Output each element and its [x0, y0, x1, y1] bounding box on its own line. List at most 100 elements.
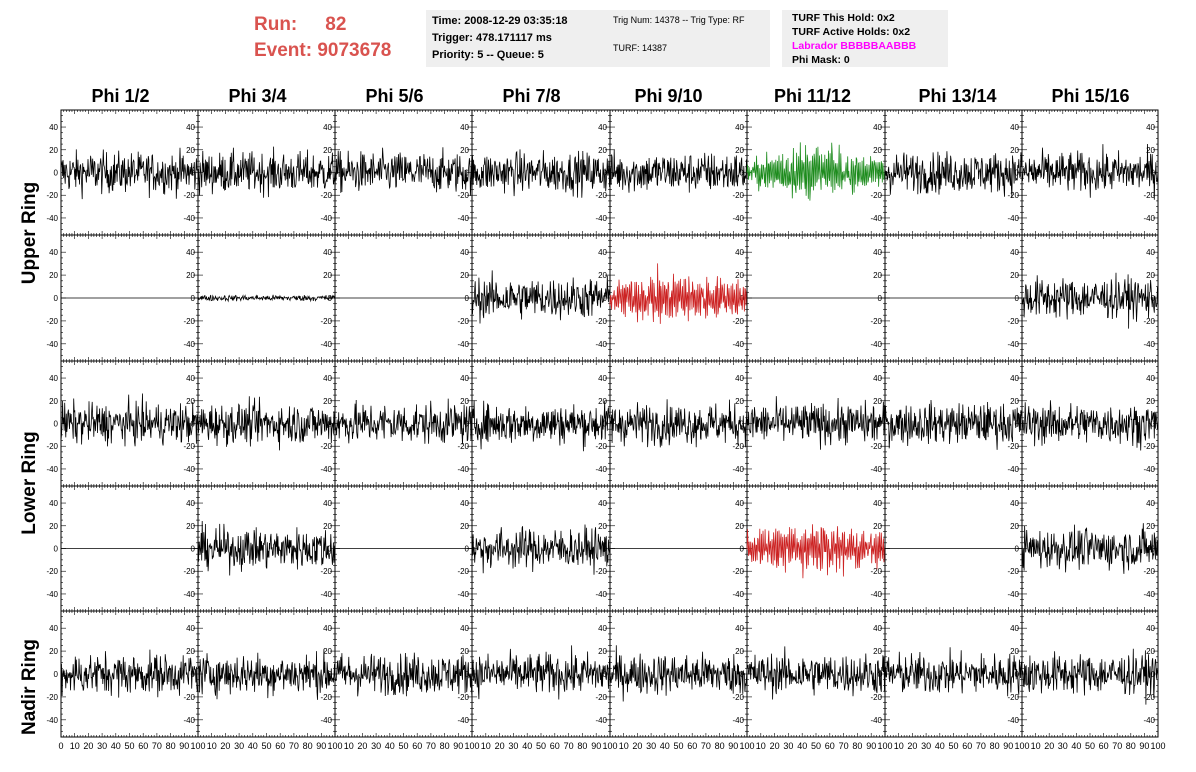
- y-tick-label: 40: [323, 499, 332, 508]
- waveform-trace: [1021, 272, 1159, 329]
- y-tick-label: 20: [186, 522, 195, 531]
- y-tick-label: -20: [320, 567, 332, 576]
- y-tick-label: -40: [320, 465, 332, 474]
- y-tick-label: 40: [873, 123, 882, 132]
- y-tick-label: 40: [1146, 499, 1155, 508]
- y-tick-label: 20: [598, 271, 607, 280]
- trig-num-text: Trig Num: 14378 -- Trig Type: RF: [613, 15, 745, 25]
- waveform-trace: [1021, 143, 1159, 200]
- turf-text: TURF: 14387: [613, 43, 668, 53]
- y-tick-label: 20: [735, 146, 744, 155]
- y-tick-label: -40: [732, 214, 744, 223]
- y-tick-label: -20: [457, 317, 469, 326]
- y-tick-label: -40: [595, 340, 607, 349]
- y-tick-label: -40: [870, 214, 882, 223]
- y-tick-label: 20: [186, 271, 195, 280]
- y-tick-label: 40: [598, 374, 607, 383]
- y-tick-label: 20: [1146, 397, 1155, 406]
- y-tick-label: 40: [1146, 123, 1155, 132]
- y-tick-label: -40: [1007, 214, 1019, 223]
- waveform-trace: [746, 396, 886, 450]
- y-tick-label: -20: [457, 191, 469, 200]
- y-tick-label: 40: [1010, 248, 1019, 257]
- y-tick-label: 20: [186, 397, 195, 406]
- waveform-trace: [1021, 400, 1159, 451]
- y-tick-label: -20: [457, 567, 469, 576]
- y-tick-label: -20: [732, 442, 744, 451]
- y-tick-label: 40: [735, 248, 744, 257]
- y-tick-label: 20: [873, 397, 882, 406]
- y-tick-label: 40: [1010, 123, 1019, 132]
- waveform-trace: [1021, 523, 1159, 574]
- y-tick-label: -20: [595, 567, 607, 576]
- y-tick-label: 0: [1015, 545, 1020, 554]
- y-tick-label: 20: [598, 522, 607, 531]
- y-tick-label: -20: [595, 442, 607, 451]
- waveform-trace: [746, 524, 886, 579]
- y-tick-label: -40: [1007, 465, 1019, 474]
- y-tick-label: -20: [1007, 191, 1019, 200]
- y-tick-label: -40: [1007, 590, 1019, 599]
- waveform-trace: [884, 151, 1023, 198]
- y-tick-label: 0: [740, 420, 745, 429]
- turf-info-box: TURF This Hold: 0x2 TURF Active Holds: 0…: [782, 10, 948, 67]
- y-tick-label: -40: [870, 465, 882, 474]
- y-tick-label: 40: [1010, 374, 1019, 383]
- column-header-phi-9-10: Phi 9/10: [634, 86, 703, 106]
- y-tick-label: 40: [1146, 248, 1155, 257]
- y-tick-label: 20: [49, 271, 58, 280]
- y-tick-label: 20: [1010, 271, 1019, 280]
- y-tick-label: 40: [873, 248, 882, 257]
- y-tick-label: -40: [732, 465, 744, 474]
- y-tick-label: -40: [183, 214, 195, 223]
- waveform-trace: [197, 396, 336, 451]
- waveform-trace: [609, 399, 748, 448]
- y-tick-label: 0: [54, 169, 59, 178]
- y-tick-label: 0: [328, 294, 333, 303]
- waveform-trace: [471, 270, 611, 324]
- y-tick-label: 40: [735, 499, 744, 508]
- waveform-trace: [471, 149, 611, 198]
- y-tick-label: -40: [46, 590, 58, 599]
- y-tick-label: 20: [323, 146, 332, 155]
- y-tick-label: 40: [873, 499, 882, 508]
- y-tick-label: 40: [460, 499, 469, 508]
- y-tick-label: -20: [870, 191, 882, 200]
- y-tick-label: 0: [54, 545, 59, 554]
- column-header-phi-11-12: Phi 11/12: [773, 86, 852, 106]
- y-tick-label: 20: [1010, 522, 1019, 531]
- y-tick-label: -20: [46, 317, 58, 326]
- y-tick-label: 20: [873, 271, 882, 280]
- turf-this-hold-text: TURF This Hold: 0x2: [792, 12, 895, 24]
- y-tick-label: -40: [457, 465, 469, 474]
- y-tick-label: -20: [1143, 567, 1155, 576]
- waveform-trace: [609, 149, 748, 193]
- y-tick-label: 20: [460, 522, 469, 531]
- y-tick-label: 20: [323, 522, 332, 531]
- y-tick-label: 40: [1010, 499, 1019, 508]
- time-text: Time: 2008-12-29 03:35:18: [432, 15, 568, 27]
- y-tick-label: -20: [320, 317, 332, 326]
- y-tick-label: -20: [870, 442, 882, 451]
- y-tick-label: -20: [46, 442, 58, 451]
- y-tick-label: -40: [320, 214, 332, 223]
- y-tick-label: 40: [49, 374, 58, 383]
- y-tick-label: 20: [49, 397, 58, 406]
- y-tick-label: 40: [460, 374, 469, 383]
- waveform-trace: [197, 520, 336, 576]
- y-tick-label: -20: [183, 191, 195, 200]
- y-tick-label: -20: [870, 317, 882, 326]
- y-tick-label: -20: [1007, 567, 1019, 576]
- run-value: 82: [325, 14, 347, 35]
- y-tick-label: 0: [54, 294, 59, 303]
- y-tick-label: -20: [1143, 317, 1155, 326]
- y-tick-label: -20: [870, 567, 882, 576]
- y-tick-label: 0: [1015, 294, 1020, 303]
- column-header-phi-7-8: Phi 7/8: [502, 86, 561, 106]
- y-tick-label: -40: [595, 214, 607, 223]
- y-tick-label: 0: [465, 545, 470, 554]
- y-tick-label: -40: [183, 590, 195, 599]
- y-tick-label: -40: [1143, 465, 1155, 474]
- y-tick-label: 40: [598, 123, 607, 132]
